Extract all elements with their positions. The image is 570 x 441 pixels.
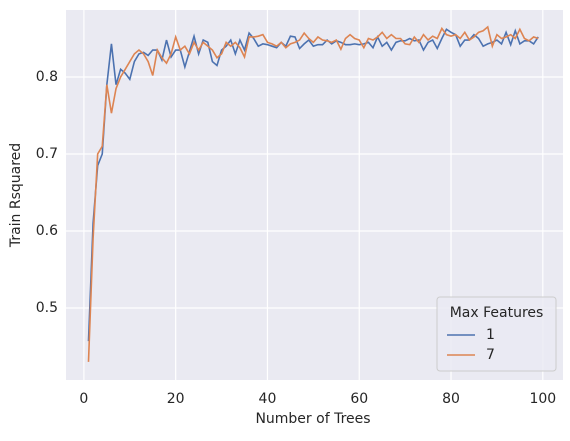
legend-box	[436, 296, 557, 372]
y-tick-label: 0.8	[36, 69, 58, 85]
y-tick-label: 0.5	[36, 300, 58, 316]
legend-title: Max Features	[450, 305, 544, 321]
legend-label: 7	[486, 347, 495, 363]
x-tick-label: 100	[529, 391, 556, 407]
line-series	[87, 25, 539, 362]
y-axis-label: Train Rsquared	[8, 143, 24, 248]
y-tick-label: 0.7	[36, 146, 58, 162]
x-tick-label: 60	[350, 391, 368, 407]
line-series	[87, 28, 539, 342]
x-tick-label: 40	[259, 391, 277, 407]
x-tick-label: 20	[167, 391, 185, 407]
x-tick-label: 0	[79, 391, 88, 407]
legend: Max Features 1 7	[436, 296, 557, 372]
x-tick-label: 80	[442, 391, 460, 407]
legend-label: 1	[486, 327, 495, 343]
x-axis-label: Number of Trees	[255, 411, 370, 427]
y-tick-label: 0.6	[36, 223, 58, 239]
